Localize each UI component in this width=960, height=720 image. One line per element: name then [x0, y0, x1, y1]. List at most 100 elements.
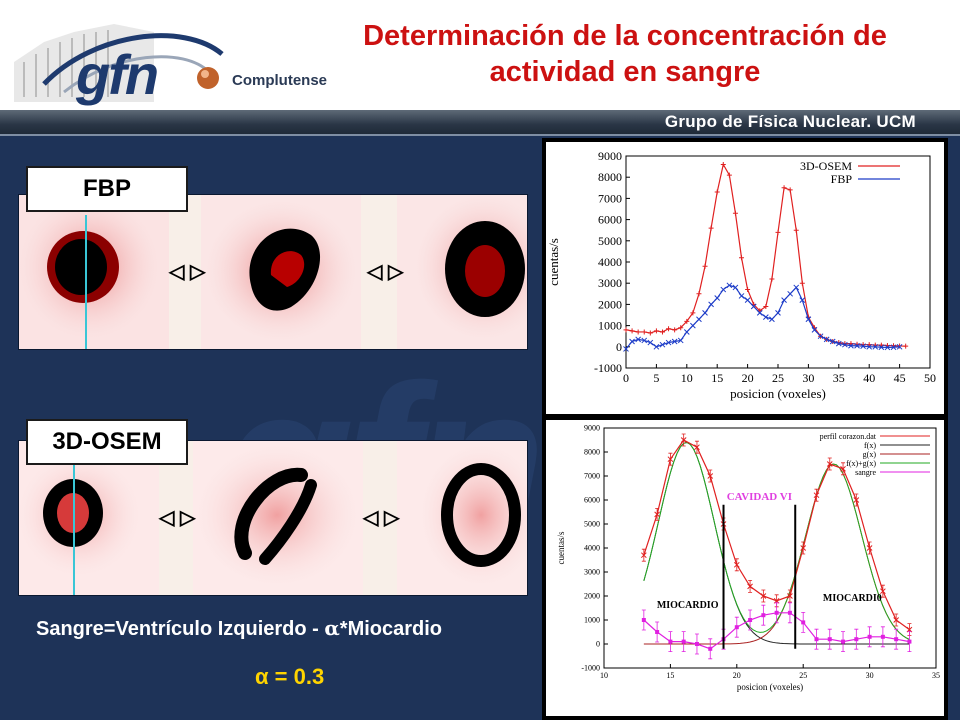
error-bar — [734, 616, 739, 638]
osem-series-point — [897, 343, 903, 349]
error-bar — [854, 628, 859, 650]
error-bar — [880, 584, 885, 598]
plot-frame — [603, 427, 937, 669]
fbp-series-point — [799, 297, 806, 304]
osem-slice-1 — [19, 455, 139, 575]
fbp-series-point — [623, 346, 629, 352]
fbp-series-line — [625, 284, 900, 350]
error-bar — [668, 631, 673, 652]
group-name: Grupo de Física Nuclear. UCM — [664, 112, 916, 131]
error-bar — [708, 469, 713, 483]
fbp-series-point — [647, 339, 654, 346]
osem-series-point — [659, 329, 665, 335]
x-tick-label: 20 — [742, 371, 754, 385]
error-bar — [894, 628, 899, 650]
fbp-series-point — [677, 337, 684, 344]
formula-text: Sangre=Ventrículo Izquierdo - — [36, 618, 325, 640]
fbp-series-point — [805, 316, 812, 323]
osem-series-point — [635, 329, 641, 335]
osem-series-point — [739, 255, 745, 261]
error-bar — [748, 609, 753, 631]
error-bar — [787, 602, 792, 624]
fbp-series-point — [708, 301, 714, 308]
error-bar — [708, 638, 713, 660]
fbp-series-point — [811, 326, 818, 333]
x-axis-label: posicion (voxeles) — [737, 682, 803, 692]
fbp-series-point — [762, 314, 769, 320]
error-bar — [827, 457, 832, 471]
legend-label: f(x) — [864, 441, 876, 450]
legend-label: g(x) — [863, 450, 877, 459]
osem-series-point — [623, 327, 629, 333]
fbp-series-point — [781, 297, 787, 304]
osem-series-point — [708, 225, 714, 231]
fbp-slice-2 — [206, 201, 356, 341]
osem-series-line — [625, 162, 906, 347]
osem-slice-2 — [197, 445, 357, 585]
x-tick-label: 20 — [733, 671, 741, 680]
error-bar — [761, 589, 766, 603]
osem-label: 3D-OSEM — [26, 419, 188, 465]
page-title: Determinación de la concentración de act… — [330, 18, 920, 90]
osem-arrows-1: ◁ ▷ — [159, 507, 196, 529]
osem-series-point — [781, 185, 787, 191]
error-bar — [761, 604, 766, 626]
error-bar — [694, 440, 699, 454]
fbp-slice-3 — [416, 195, 527, 339]
fbp-series-point — [738, 293, 745, 299]
y-tick-label: 2000 — [598, 297, 622, 311]
osem-series-point — [732, 210, 738, 216]
x-tick-label: 30 — [802, 371, 814, 385]
fbp-series-point — [653, 343, 660, 350]
x-tick-label: 40 — [863, 371, 875, 385]
fbp-slice-1 — [19, 195, 159, 339]
x-axis-label: posicion (voxeles) — [730, 386, 826, 401]
y-tick-label: 0 — [616, 340, 622, 354]
legend-label: 3D-OSEM — [800, 159, 852, 173]
y-tick-label: 9000 — [598, 149, 622, 163]
fbp-series-point — [696, 316, 702, 323]
error-bar — [827, 628, 832, 650]
osem-series-point — [666, 326, 672, 332]
y-tick-label: 1000 — [584, 616, 600, 625]
fbp-series-point — [756, 310, 763, 316]
x-tick-label: 15 — [711, 371, 723, 385]
error-bar — [841, 631, 846, 652]
fbp-series-point — [671, 338, 678, 345]
osem-series-point — [653, 328, 659, 334]
error-bar — [748, 580, 753, 593]
fbp-series-point — [860, 343, 866, 350]
fbp-series-point — [835, 340, 842, 347]
error-bar — [681, 433, 686, 447]
legend-label: f(x)+g(x) — [846, 459, 876, 468]
x-tick-label: 10 — [600, 671, 608, 680]
fbp-series-point — [635, 336, 642, 343]
fbp-series-point — [866, 343, 873, 350]
fbp-arrows-1: ◁ ▷ — [169, 261, 206, 283]
fit-plot-svg: 10 15 20 25 30 35 -1000 0 1000 2000 3000 4000 5000 60… — [556, 424, 940, 692]
error-bar — [854, 493, 859, 507]
y-tick-label: -1000 — [594, 361, 622, 375]
error-bar — [641, 609, 646, 631]
y-tick-label: 0 — [596, 640, 600, 649]
error-bar — [894, 613, 899, 627]
legend-label: sangre — [855, 468, 876, 477]
x-tick-label: 45 — [894, 371, 906, 385]
osem-series-point — [690, 310, 696, 316]
error-bar — [734, 558, 739, 572]
fbp-series-point — [720, 286, 727, 293]
fbp-label: FBP — [26, 166, 188, 212]
title-line-1: Determinación de la concentración de — [363, 20, 887, 52]
x-tick-label: 35 — [932, 671, 940, 680]
error-bar — [655, 621, 660, 643]
x-tick-label: 15 — [666, 671, 674, 680]
osem-series-point — [678, 325, 684, 331]
fbp-series-point — [702, 310, 708, 316]
legend-label: perfil corazon.dat — [820, 432, 877, 441]
osem-series-point — [763, 304, 769, 310]
fbp-series-point — [848, 342, 854, 349]
osem-series-point — [726, 172, 732, 178]
error-bar — [867, 626, 872, 648]
myocardium-annotation-left: MIOCARDIO — [657, 600, 719, 611]
y-tick-label: 6000 — [598, 213, 622, 227]
